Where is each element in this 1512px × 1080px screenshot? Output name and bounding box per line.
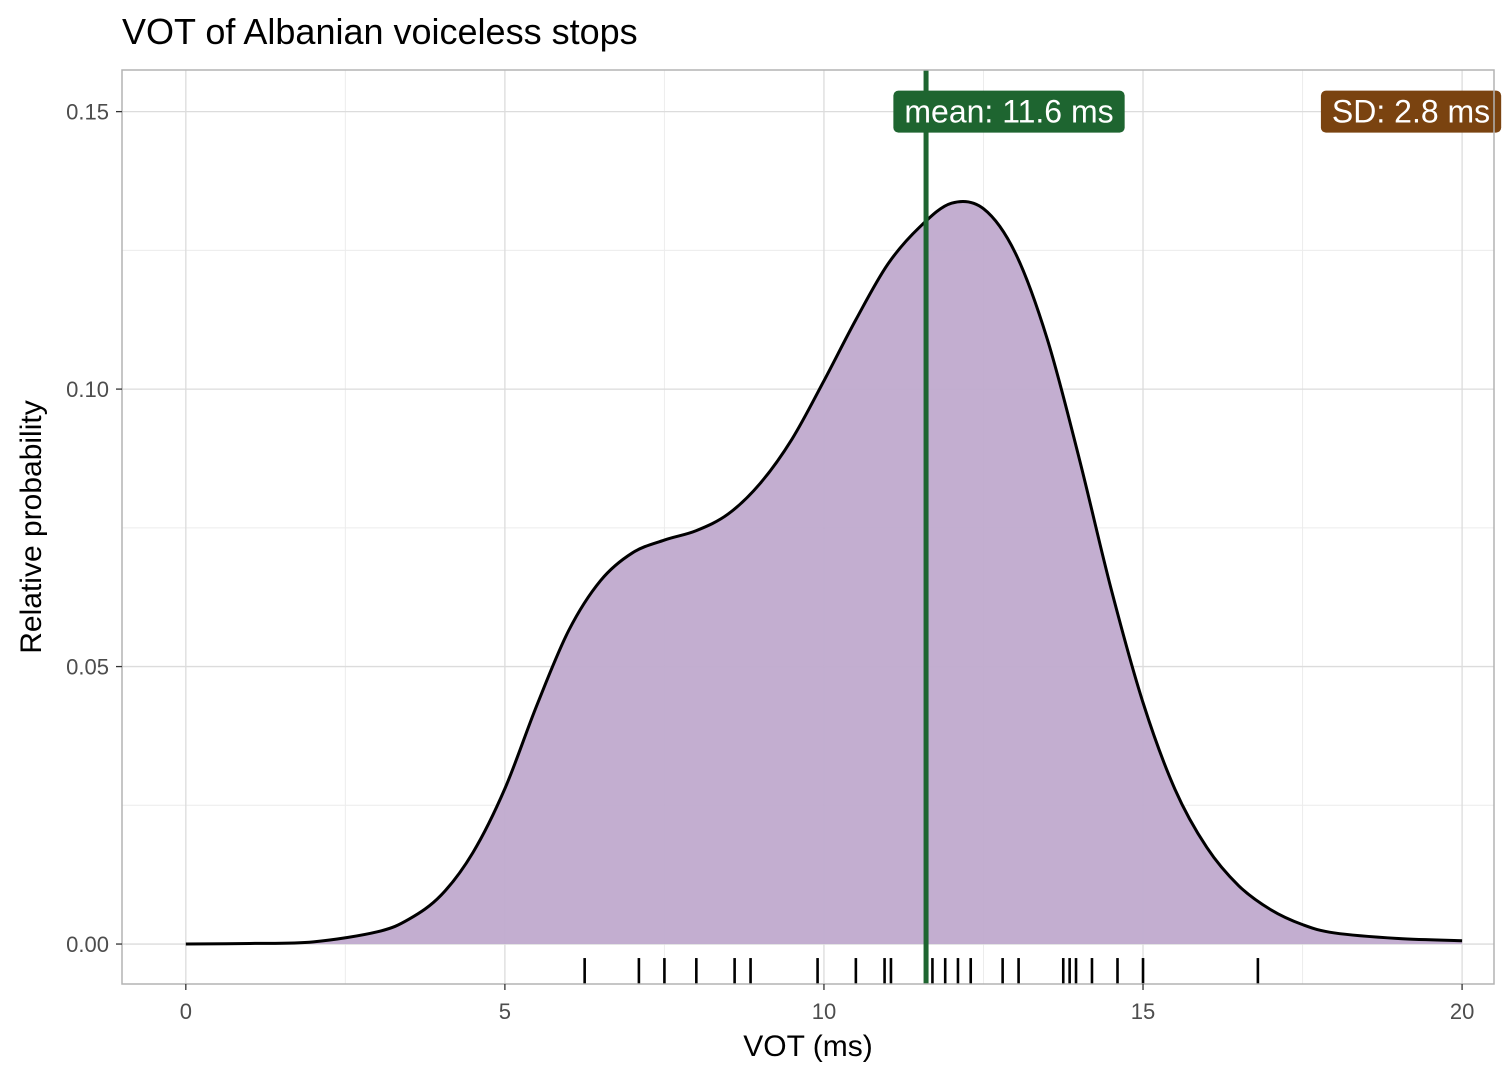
- mean-label: mean: 11.6 ms: [904, 94, 1113, 130]
- mean-label-box: [893, 90, 1125, 133]
- density-curve: [185, 199, 1463, 946]
- x-tick-label: 15: [1131, 999, 1155, 1024]
- y-tick-label: 0.05: [66, 655, 109, 680]
- y-tick-label: 0.00: [66, 932, 109, 957]
- y-tick-label: 0.10: [66, 377, 109, 402]
- y-axis-title: Relative probability: [15, 400, 48, 653]
- x-axis: 0 5 10 15 20: [180, 984, 1474, 1024]
- density-area: [185, 201, 1463, 945]
- y-tick-label: 0.15: [66, 100, 109, 125]
- y-axis: 0.00 0.05 0.10 0.15: [66, 100, 122, 957]
- rug-marks: [583, 958, 1260, 985]
- mean-annotation: mean: 11.6 ms: [893, 90, 1125, 133]
- x-tick-label: 10: [812, 999, 836, 1024]
- x-tick-label: 5: [499, 999, 511, 1024]
- sd-label-box: [1320, 90, 1502, 133]
- sd-annotation: SD: 2.8 ms: [1320, 90, 1502, 133]
- chart-title: VOT of Albanian voiceless stops: [122, 11, 638, 52]
- x-tick-label: 0: [180, 999, 192, 1024]
- sd-label: SD: 2.8 ms: [1332, 94, 1490, 130]
- panel-border: [121, 69, 1495, 985]
- x-axis-title: VOT (ms): [743, 1030, 872, 1063]
- x-tick-label: 20: [1450, 999, 1474, 1024]
